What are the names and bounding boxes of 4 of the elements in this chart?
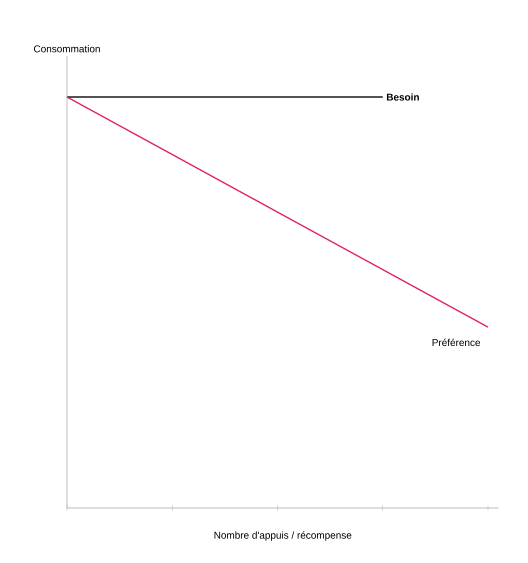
series-label: Préférence: [432, 338, 480, 346]
y-axis-title: Consommation: [34, 45, 100, 52]
series-label: Besoin: [386, 93, 419, 101]
x-axis-title: Nombre d'appuis / récompense: [214, 531, 352, 541]
